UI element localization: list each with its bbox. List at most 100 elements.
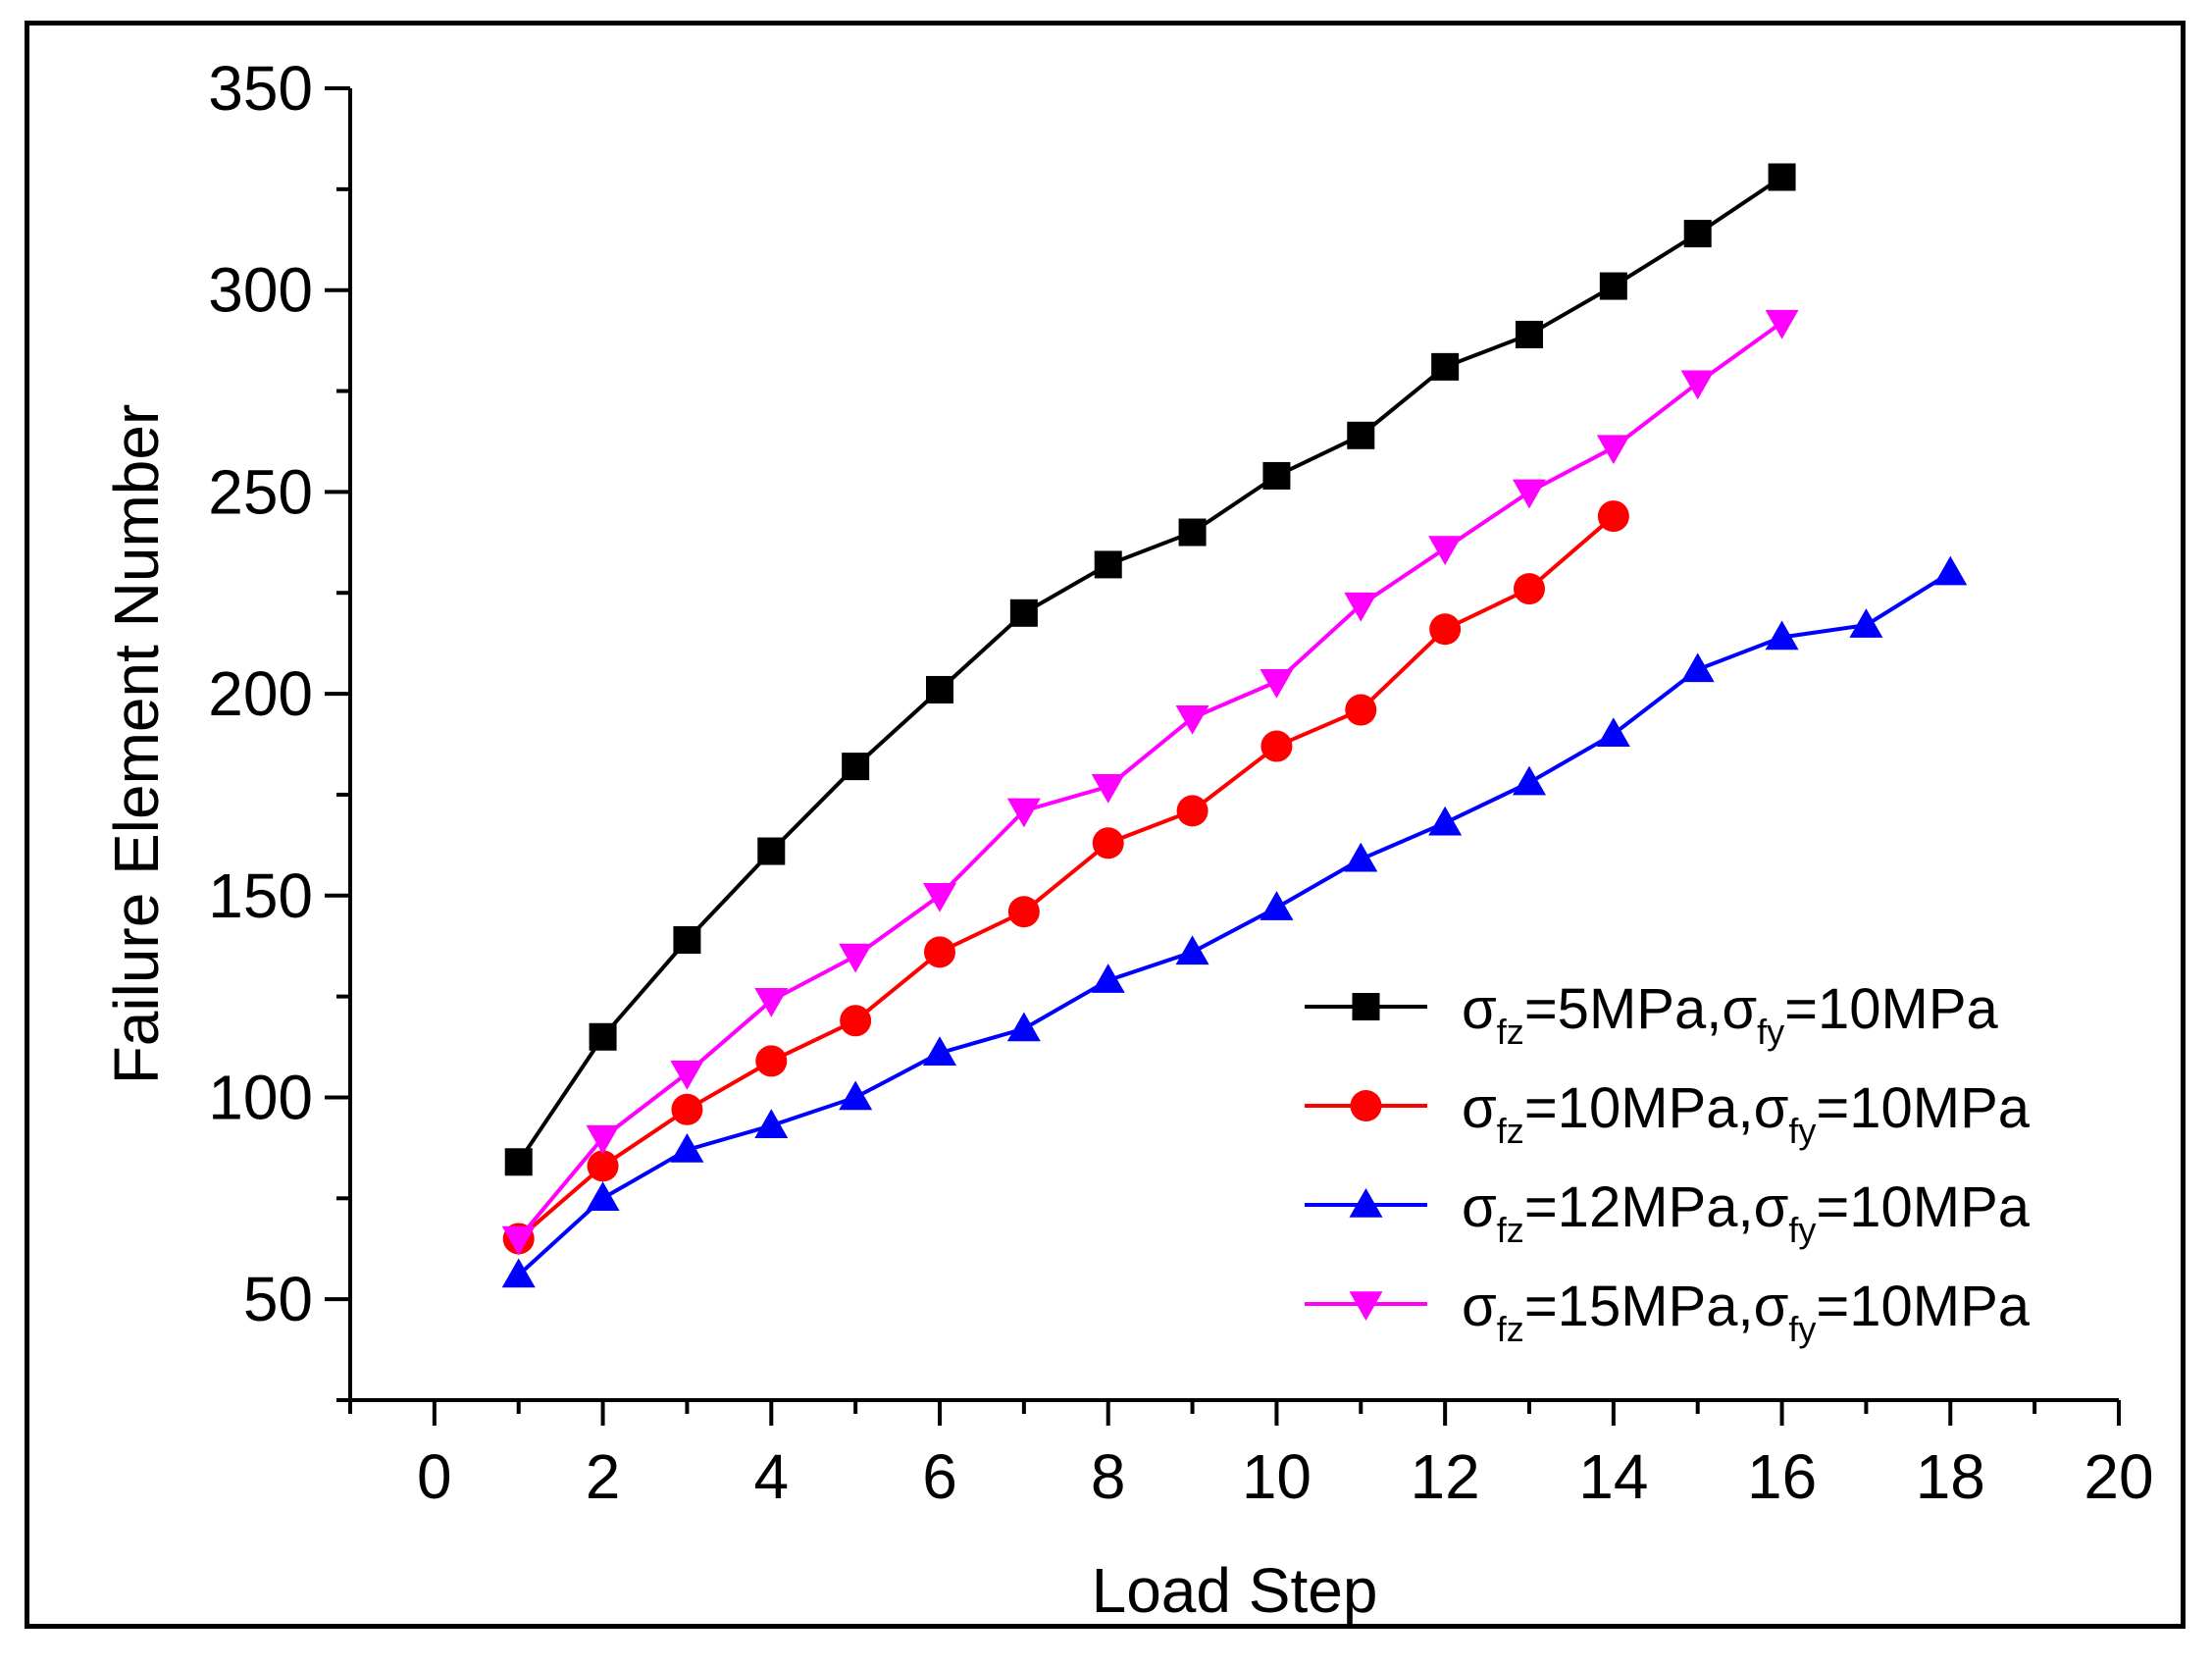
series-1 (504, 163, 1796, 1176)
series-4 (501, 309, 1799, 1256)
data-point (587, 1150, 619, 1182)
legend-entry-2: σfz=10MPa,σfy=10MPa (1305, 1076, 2031, 1151)
data-point (1347, 421, 1375, 449)
data-point (1428, 806, 1463, 836)
data-point (1765, 620, 1799, 651)
x-axis-label: Load Step (1092, 1555, 1378, 1624)
data-point (1006, 1012, 1041, 1042)
legend-marker (1352, 993, 1380, 1020)
x-tick-label: 12 (1411, 1441, 1480, 1512)
legend-marker (1349, 1188, 1383, 1218)
y-axis-label: Failure Element Number (101, 404, 172, 1085)
data-point (1176, 795, 1209, 827)
legend-label: σfz=5MPa,σfy=10MPa (1462, 977, 1999, 1052)
x-tick-label: 8 (1091, 1441, 1126, 1512)
x-tick-label: 6 (922, 1441, 957, 1512)
x-tick-label: 16 (1747, 1441, 1817, 1512)
x-tick-label: 14 (1578, 1441, 1648, 1512)
data-point (839, 1080, 873, 1111)
data-point (842, 753, 870, 781)
x-tick-label: 0 (417, 1441, 452, 1512)
data-point (840, 1005, 872, 1037)
data-point (1345, 694, 1377, 726)
data-point (589, 1022, 617, 1051)
data-point (586, 1181, 620, 1212)
data-point (1092, 827, 1124, 860)
series-group (501, 163, 1968, 1288)
data-point (1596, 435, 1630, 465)
y-tick-label: 350 (208, 53, 313, 124)
series-line (517, 320, 1783, 1240)
legend-label: σfz=12MPa,σfy=10MPa (1462, 1175, 2031, 1250)
legend-entry-1: σfz=5MPa,σfy=10MPa (1305, 977, 1999, 1052)
y-tick-label: 300 (208, 255, 313, 326)
data-point (1680, 370, 1715, 400)
data-point (1933, 555, 1968, 586)
data-point (1599, 272, 1627, 300)
data-point (754, 1109, 789, 1139)
data-point (504, 1148, 533, 1176)
data-point (1344, 842, 1378, 872)
data-point (1514, 573, 1545, 605)
y-tick-label: 100 (208, 1062, 313, 1132)
data-point (1431, 352, 1460, 381)
data-point (1175, 935, 1209, 965)
axes: 50 100 150 200 250 300 350 0 2 4 6 8 10 12 14 16 18 20 (208, 53, 2153, 1512)
data-point (1765, 309, 1799, 339)
series-2 (502, 500, 1629, 1255)
data-point (586, 1124, 620, 1155)
data-point (924, 936, 955, 968)
data-point (1006, 798, 1041, 828)
legend: σfz=5MPa,σfy=10MPa σfz=10MPa,σfy=10MPa σfz… (1305, 977, 2031, 1349)
data-point (1768, 163, 1796, 191)
data-point (1516, 320, 1543, 348)
chart-frame: 50 100 150 200 250 300 350 0 2 4 6 8 10 12 14 16 18 20 σf… (25, 21, 2186, 1629)
y-tick-label: 150 (208, 860, 313, 931)
data-point (755, 1045, 788, 1077)
data-point (670, 1061, 704, 1090)
data-point (1344, 592, 1378, 622)
data-point (839, 943, 873, 973)
x-tick-label: 4 (753, 1441, 789, 1512)
data-point (1178, 518, 1207, 547)
legend-label: σfz=10MPa,σfy=10MPa (1462, 1076, 2031, 1151)
data-point (1091, 964, 1125, 993)
data-point (501, 1258, 536, 1288)
data-point (1849, 608, 1883, 638)
x-tick-label: 10 (1242, 1441, 1312, 1512)
data-point (673, 926, 701, 955)
series-line (517, 175, 1783, 1164)
legend-label: σfz=15MPa,σfy=10MPa (1462, 1275, 2031, 1349)
data-point (670, 1132, 704, 1163)
data-point (926, 675, 953, 703)
data-point (1260, 891, 1294, 920)
data-point (1009, 599, 1038, 627)
data-point (1428, 536, 1463, 565)
x-tick-label: 18 (1916, 1441, 1985, 1512)
legend-entry-3: σfz=12MPa,σfy=10MPa (1305, 1175, 2031, 1250)
data-point (923, 1036, 956, 1066)
data-point (501, 1225, 536, 1256)
data-point (1260, 668, 1294, 699)
data-point (671, 1093, 703, 1125)
data-point (1513, 479, 1546, 509)
legend-marker (1349, 1291, 1383, 1321)
line-chart: 50 100 150 200 250 300 350 0 2 4 6 8 10 12 14 16 18 20 σf… (101, 53, 2154, 1624)
data-point (757, 837, 786, 865)
data-point (1262, 461, 1291, 490)
data-point (923, 883, 956, 912)
data-point (1091, 773, 1125, 804)
series-line (517, 570, 1952, 1276)
x-tick-label: 20 (2083, 1441, 2153, 1512)
data-point (1094, 550, 1122, 579)
data-point (1683, 220, 1712, 248)
y-tick-label: 50 (243, 1264, 313, 1334)
data-point (754, 987, 789, 1017)
y-tick-label: 250 (208, 456, 313, 527)
data-point (1175, 705, 1209, 735)
data-point (1513, 765, 1546, 796)
legend-marker (1350, 1090, 1382, 1121)
series-line (517, 514, 1616, 1240)
data-point (1680, 652, 1715, 683)
y-tick-label: 200 (208, 658, 313, 729)
